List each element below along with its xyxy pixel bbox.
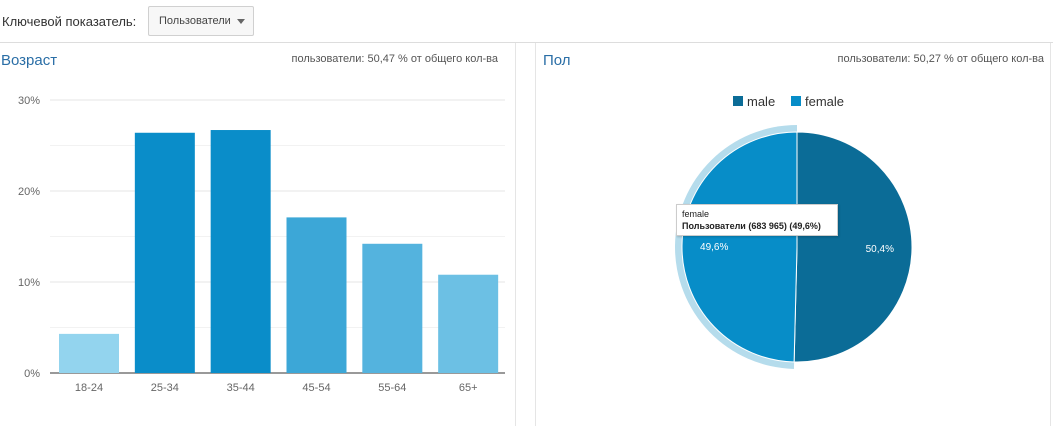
divider xyxy=(515,43,516,426)
metric-select-value: Пользователи xyxy=(159,15,231,27)
slice-label: 50,4% xyxy=(866,244,894,255)
x-tick-label: 65+ xyxy=(459,382,478,394)
bar-35-44 xyxy=(210,130,271,373)
metric-select[interactable]: Пользователи xyxy=(148,6,254,36)
age-title: Возраст xyxy=(1,52,58,69)
bar-65+ xyxy=(438,274,499,373)
divider xyxy=(535,43,536,426)
y-tick-label: 0% xyxy=(24,368,40,380)
x-tick-label: 45-54 xyxy=(302,382,330,394)
gender-summary: пользователи: 50,27 % от общего кол-ва xyxy=(837,53,1045,65)
slice-female xyxy=(681,131,798,363)
gender-title: Пол xyxy=(543,52,571,69)
bar-25-34 xyxy=(134,132,195,373)
x-tick-label: 35-44 xyxy=(227,382,255,394)
slice-male xyxy=(793,131,913,363)
slice-label: 49,6% xyxy=(700,242,728,253)
divider xyxy=(1050,43,1051,426)
tooltip: female Пользователи (683 965) (49,6%) xyxy=(676,204,838,236)
divider xyxy=(0,42,1053,43)
y-tick-label: 30% xyxy=(18,95,40,107)
legend-swatch-male xyxy=(733,96,743,106)
legend-label-male: male xyxy=(747,94,775,109)
y-tick-label: 20% xyxy=(18,186,40,198)
bar-45-54 xyxy=(286,217,347,373)
bar-55-64 xyxy=(362,243,423,373)
legend-label-female: female xyxy=(805,94,844,109)
x-tick-label: 18-24 xyxy=(75,382,103,394)
metric-label: Ключевой показатель: xyxy=(2,14,137,29)
y-tick-label: 10% xyxy=(18,277,40,289)
tooltip-value: Пользователи (683 965) (49,6%) xyxy=(682,221,821,231)
bar-18-24 xyxy=(59,333,119,373)
tooltip-label: female xyxy=(682,209,710,219)
chevron-down-icon xyxy=(237,19,245,24)
age-summary: пользователи: 50,47 % от общего кол-ва xyxy=(291,53,499,65)
legend-swatch-female xyxy=(791,96,801,106)
x-tick-label: 25-34 xyxy=(151,382,179,394)
x-tick-label: 55-64 xyxy=(378,382,406,394)
